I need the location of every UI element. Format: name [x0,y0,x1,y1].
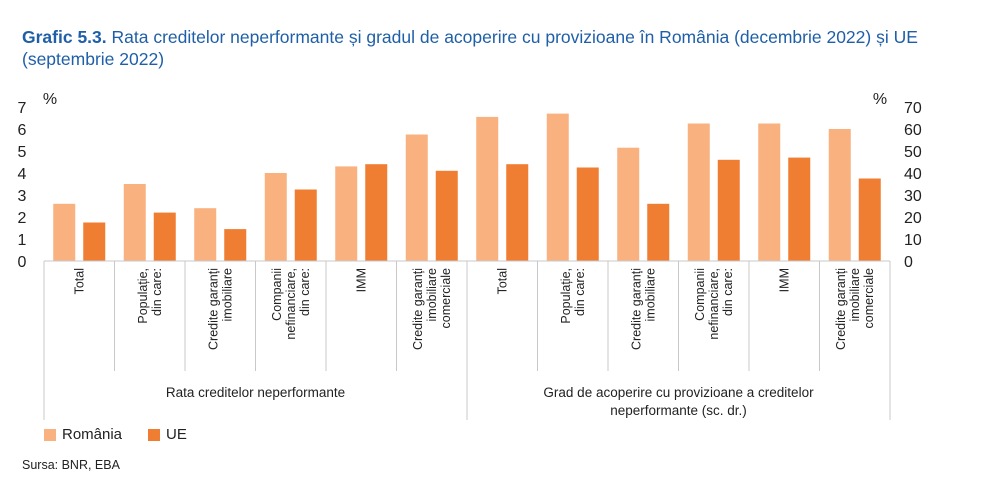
bar-ue [435,170,458,261]
bar-romania [546,113,569,261]
left-axis-tick-label: 4 [18,166,27,183]
legend-swatch-ue [148,428,161,441]
right-axis-tick-label: 30 [904,188,922,205]
category-label: Companii [693,268,707,321]
right-axis-unit: % [873,91,887,108]
category-label: imobiliare [643,268,657,322]
bar-ue [506,164,529,261]
bar-romania [687,123,710,261]
right-axis-tick-label: 60 [904,122,922,139]
bar-ue [83,222,106,261]
right-axis-tick-label: 20 [904,210,922,227]
bar-ue [153,212,176,261]
bar-romania [264,173,287,261]
bar-ue [576,167,599,261]
group-label-coverage-line2: neperformante (sc. dr.) [610,403,747,418]
category-label: din care: [298,268,312,316]
chart-title-text: Rata creditelor neperformante și gradul … [22,27,918,69]
bar-ue [788,157,811,261]
group-label-npl: Rata creditelor neperformante [166,385,345,400]
legend-label-romania: România [62,426,123,443]
left-axis-tick-label: 5 [18,144,27,161]
legend: România UE [44,426,187,443]
category-label: Populație, [559,268,573,324]
bar-ue [647,203,670,261]
legend-label-ue: UE [166,426,187,443]
group-label-coverage-line1: Grad de acoperire cu provizioane a credi… [543,385,814,400]
left-axis-tick-label: 2 [18,210,27,227]
category-label: Credite garanți [834,268,848,350]
source-note: Sursa: BNR, EBA [22,458,120,472]
legend-item-romania: România [44,426,122,443]
bar-romania [758,123,781,261]
left-axis-tick-label: 7 [18,100,27,117]
category-label: Credite garanți [411,268,425,350]
chart-title: Grafic 5.3. Rata creditelor neperformant… [22,26,962,70]
category-label: din care: [721,268,735,316]
bar-ue [294,189,317,261]
bar-ue [224,229,247,261]
bar-romania [617,147,640,261]
category-label: Total [495,268,509,294]
bar-romania [335,166,358,261]
bar-romania [476,116,499,262]
category-label: comerciale [862,268,876,328]
category-label: Credite garanți [206,268,220,350]
category-label: imobiliare [848,268,862,322]
legend-item-ue: UE [148,426,187,443]
legend-swatch-romania [44,428,56,441]
category-label: Companii [270,268,284,321]
category-label: din care: [573,268,587,316]
category-label: Credite garanți [629,268,643,350]
bar-romania [53,203,76,261]
right-axis-tick-label: 10 [904,232,922,249]
category-label: imobiliare [220,268,234,322]
right-axis-tick-label: 50 [904,144,922,161]
right-axis-tick-label: 70 [904,100,922,117]
left-axis-tick-label: 1 [18,232,27,249]
category-label: din care: [150,268,164,316]
left-axis-tick-label: 3 [18,188,27,205]
left-axis-unit: % [43,91,57,108]
category-label: IMM [777,268,791,292]
bar-ue [858,178,881,261]
chart-title-lead: Grafic 5.3. [22,27,107,47]
bar-romania [123,184,146,261]
bar-ue [365,164,388,261]
bar-romania [194,208,217,261]
left-axis-tick-label: 6 [18,122,27,139]
right-axis-tick-label: 40 [904,166,922,183]
right-axis-tick-label: 0 [904,254,913,271]
left-axis-tick-label: 0 [18,254,27,271]
category-label: Total [72,268,86,294]
category-label: comerciale [439,268,453,328]
category-label: nefinanciare, [707,268,721,340]
category-label: IMM [354,268,368,292]
category-label: Populație, [136,268,150,324]
category-label: nefinanciare, [284,268,298,340]
bar-ue [717,159,740,261]
bar-romania [405,134,428,261]
category-label: imobiliare [425,268,439,322]
bar-romania [828,129,851,261]
